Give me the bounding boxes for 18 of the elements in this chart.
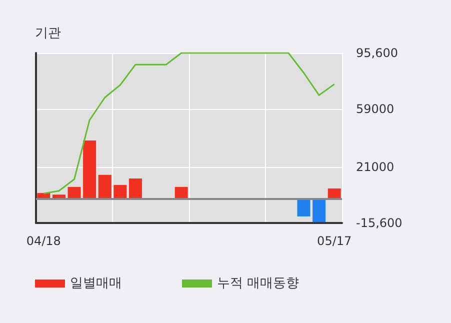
legend-label: 일별매매 (70, 276, 122, 291)
bar (128, 178, 142, 200)
y-tick-label: 21000 (356, 160, 394, 174)
bar (83, 140, 96, 200)
bar (297, 199, 310, 216)
x-tick-label: 05/17 (317, 234, 352, 248)
chart-title: 기관 (35, 26, 61, 41)
bar (68, 186, 81, 200)
y-tick-label: -15,600 (356, 216, 402, 230)
y-tick-label: 95,600 (356, 46, 398, 60)
x-tick-label: 04/18 (26, 234, 61, 248)
bar (174, 186, 188, 200)
y-tick-label: 59000 (356, 102, 394, 116)
bar (98, 174, 112, 200)
bar (312, 199, 326, 222)
line-series (42, 52, 336, 194)
bar (114, 184, 127, 200)
legend-label: 누적 매매동향 (217, 276, 300, 291)
